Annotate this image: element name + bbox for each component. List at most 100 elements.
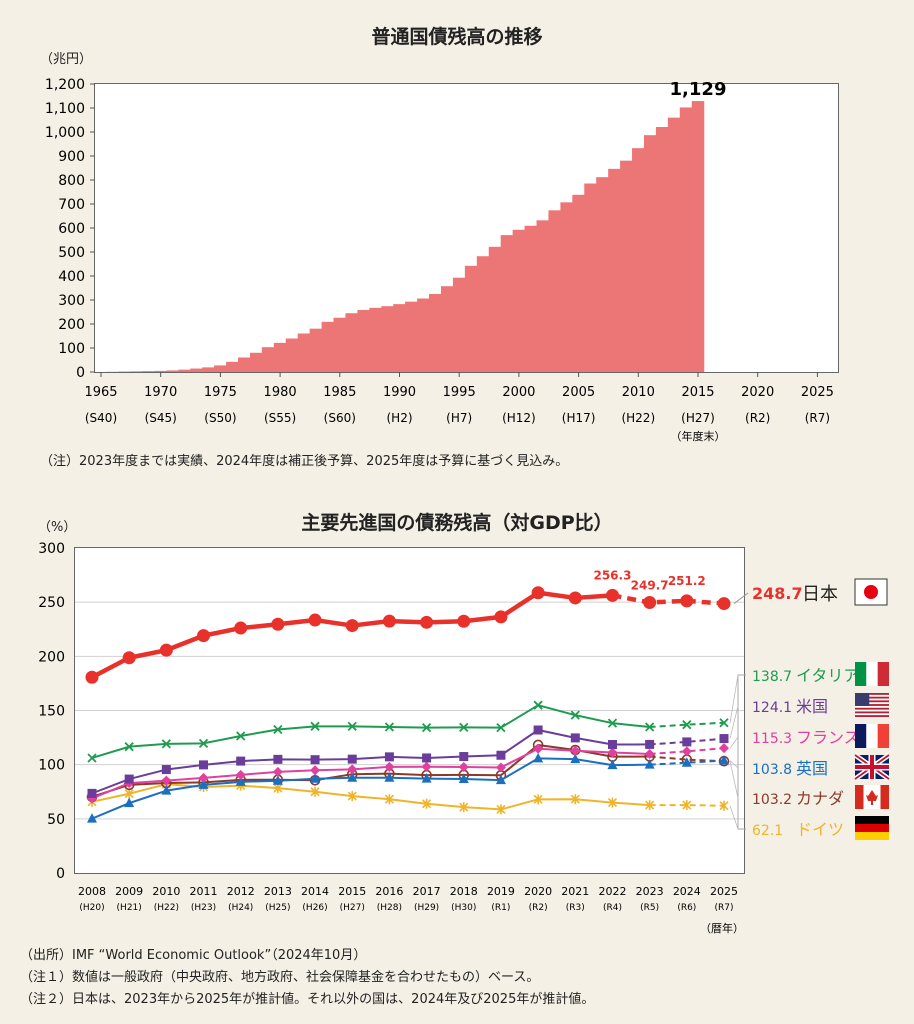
bar-y-tick-label: 400 bbox=[58, 269, 85, 285]
marker-フランス bbox=[681, 746, 692, 757]
marker-米国 bbox=[459, 752, 469, 762]
line-y-tick-label: 200 bbox=[38, 649, 65, 665]
bar bbox=[178, 369, 191, 372]
series-line-projection-英国 bbox=[649, 759, 725, 766]
bar bbox=[261, 347, 275, 372]
marker-イタリア bbox=[273, 724, 283, 735]
bar-x-tick-label: 1995 bbox=[443, 385, 476, 400]
line-x-era-label: (H28) bbox=[377, 903, 402, 913]
marker-日本 bbox=[643, 595, 657, 609]
marker-英国 bbox=[644, 759, 655, 769]
leader-line-フランス bbox=[729, 736, 739, 749]
flag-part bbox=[855, 693, 870, 706]
marker-フランス bbox=[384, 761, 395, 772]
marker-ドイツ bbox=[422, 798, 432, 809]
marker-ドイツ bbox=[496, 804, 506, 815]
line-x-era-label: (R7) bbox=[714, 903, 733, 913]
marker-英国 bbox=[607, 759, 618, 770]
bar-x-tick-label: 1980 bbox=[264, 385, 297, 400]
line-y-tick-label: 250 bbox=[38, 595, 65, 611]
bar bbox=[369, 307, 382, 372]
bar-x-era-label: (S45) bbox=[145, 411, 177, 425]
series-line-projection-日本 bbox=[612, 593, 725, 606]
marker-フランス bbox=[607, 747, 618, 758]
bar bbox=[608, 168, 621, 372]
marker-英国 bbox=[570, 753, 581, 764]
marker-フランス bbox=[161, 775, 172, 786]
bar bbox=[679, 107, 693, 372]
leader-line-米国 bbox=[729, 705, 739, 739]
bar-x-unit: （年度末） bbox=[671, 429, 726, 443]
bar-chart-unit: （兆円） bbox=[40, 52, 93, 67]
marker-イタリア bbox=[161, 739, 171, 749]
legend-value-英国: 103.8 bbox=[752, 762, 792, 778]
marker-日本 bbox=[345, 619, 359, 633]
line-y-tick-label: 300 bbox=[38, 541, 65, 557]
marker-日本 bbox=[605, 588, 619, 602]
line-x-tick-label: 2012 bbox=[227, 885, 255, 898]
bar-chart-title: 普通国債残高の推移 bbox=[371, 26, 543, 48]
marker-イタリア bbox=[124, 742, 134, 752]
line-x-tick-label: 2009 bbox=[115, 885, 143, 898]
line-chart-note-2: （注２）日本は、2023年から2025年が推計値。それ以外の国は、2024年及び… bbox=[20, 992, 595, 1007]
marker-日本 bbox=[680, 594, 694, 608]
legend-value-カナダ: 103.2 bbox=[752, 792, 792, 808]
bar bbox=[405, 301, 418, 372]
marker-米国 bbox=[719, 734, 729, 744]
bar bbox=[357, 309, 370, 372]
series-line-フランス bbox=[91, 747, 650, 800]
bar bbox=[309, 328, 323, 372]
series-line-米国 bbox=[91, 729, 650, 795]
bar-y-tick-label: 200 bbox=[58, 317, 85, 333]
marker-フランス bbox=[719, 743, 729, 754]
marker-英国 bbox=[198, 779, 209, 789]
flag-part bbox=[855, 824, 889, 832]
marker-イタリア bbox=[570, 710, 580, 720]
marker-日本 bbox=[271, 617, 285, 631]
marker-米国 bbox=[645, 739, 655, 749]
series-line-projection-イタリア bbox=[649, 721, 725, 728]
legend-value-ドイツ: 62.1 bbox=[752, 823, 783, 839]
marker-英国 bbox=[124, 797, 135, 808]
marker-イタリア bbox=[459, 722, 469, 733]
marker-フランス bbox=[235, 769, 246, 780]
bar-x-tick-label: 2000 bbox=[502, 385, 535, 400]
bar bbox=[488, 246, 502, 372]
bar bbox=[202, 367, 215, 372]
marker-米国 bbox=[199, 760, 209, 770]
bar bbox=[691, 101, 705, 372]
line-chart-title: 主要先進国の債務残高（対GDP比） bbox=[301, 512, 613, 534]
marker-フランス bbox=[421, 761, 432, 772]
marker-米国 bbox=[496, 750, 506, 760]
legend-value-フランス: 115.3 bbox=[752, 731, 792, 747]
line-chart-note-1: （注１）数値は一般政府（中央政府、地方政府、社会保障基金を合わせたもの）ベース。 bbox=[20, 970, 540, 985]
bar-x-tick-label: 1965 bbox=[84, 385, 117, 400]
line-x-era-label: (H26) bbox=[302, 903, 327, 913]
bar bbox=[297, 333, 311, 372]
marker-米国 bbox=[273, 754, 283, 764]
marker-日本 bbox=[420, 615, 434, 629]
flag-part bbox=[855, 785, 864, 809]
bar bbox=[572, 194, 585, 372]
marker-日本 bbox=[717, 597, 731, 611]
flag-part bbox=[855, 696, 889, 699]
line-x-era-label: (H24) bbox=[228, 903, 253, 913]
marker-英国 bbox=[681, 757, 692, 767]
flag-part bbox=[855, 755, 889, 779]
line-x-tick-label: 2016 bbox=[375, 885, 403, 898]
legend-value-米国: 124.1 bbox=[752, 700, 792, 716]
bar bbox=[381, 306, 394, 372]
japan-data-label: 251.2 bbox=[668, 574, 706, 588]
line-x-era-label: (H20) bbox=[79, 903, 104, 913]
bar bbox=[214, 365, 227, 372]
marker-イタリア bbox=[607, 718, 618, 728]
marker-米国 bbox=[347, 754, 357, 764]
bar-x-tick-label: 2005 bbox=[562, 385, 595, 400]
marker-日本 bbox=[234, 621, 248, 635]
legend-name-ドイツ: ドイツ bbox=[796, 820, 844, 839]
line-x-tick-label: 2021 bbox=[561, 885, 589, 898]
marker-米国 bbox=[607, 740, 617, 750]
flag-part bbox=[855, 693, 889, 695]
marker-イタリア bbox=[310, 721, 320, 731]
flag-part bbox=[877, 724, 889, 748]
